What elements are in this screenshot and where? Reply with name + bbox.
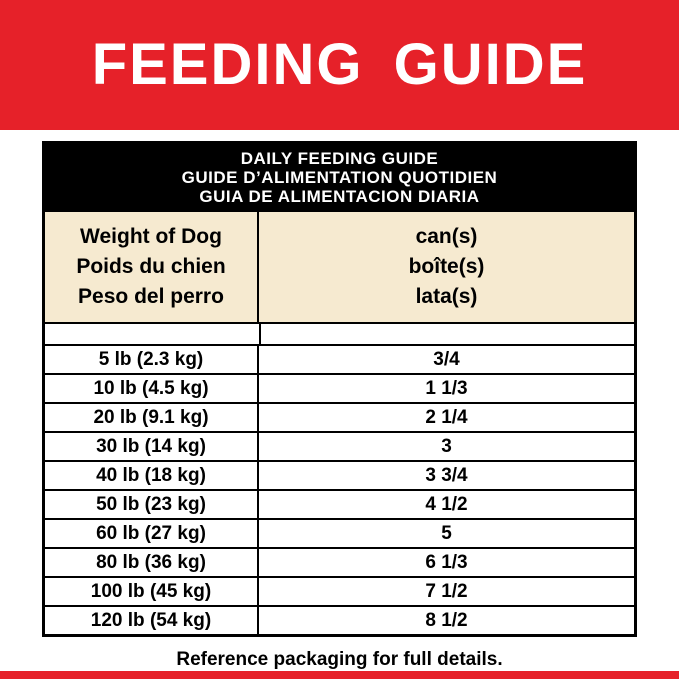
- weight-cell: 5 lb (2.3 kg): [45, 346, 259, 373]
- table-row: 20 lb (9.1 kg) 2 1/4: [45, 402, 634, 431]
- cans-cell: 3: [441, 435, 452, 457]
- weight-header-fr: Poids du chien: [76, 255, 226, 278]
- cans-cell: 3 3/4: [425, 464, 468, 486]
- footer-band: [0, 671, 679, 679]
- table-title-fr: GUIDE D’ALIMENTATION QUOTIDIEN: [181, 168, 498, 187]
- column-header-row: Weight of Dog Poids du chien Peso del pe…: [45, 212, 634, 324]
- table-title-es: GUIA DE ALIMENTACION DIARIA: [199, 187, 480, 206]
- weight-cell: 120 lb (54 kg): [45, 607, 259, 634]
- table-row: 80 lb (36 kg) 6 1/3: [45, 547, 634, 576]
- table-row: 30 lb (14 kg) 3: [45, 431, 634, 460]
- weight-cell: 30 lb (14 kg): [45, 433, 259, 460]
- table-row: 5 lb (2.3 kg) 3/4: [45, 344, 634, 373]
- table-row: 50 lb (23 kg) 4 1/2: [45, 489, 634, 518]
- page-title: FEEDING GUIDE: [91, 32, 588, 97]
- header-band: FEEDING GUIDE: [0, 0, 679, 130]
- feeding-table: DAILY FEEDING GUIDE GUIDE D’ALIMENTATION…: [42, 141, 637, 637]
- spacer-left-cell: [45, 324, 261, 344]
- spacer-right-cell: [261, 324, 634, 344]
- weight-header-en: Weight of Dog: [80, 225, 222, 248]
- cans-header-en: can(s): [415, 225, 478, 248]
- weight-cell: 80 lb (36 kg): [45, 549, 259, 576]
- cans-header-fr: boîte(s): [408, 255, 485, 278]
- table-title-en: DAILY FEEDING GUIDE: [240, 149, 439, 168]
- cans-cell: 5: [441, 522, 452, 544]
- cans-cell: 7 1/2: [425, 580, 468, 602]
- table-row: 120 lb (54 kg) 8 1/2: [45, 605, 634, 634]
- weight-cell: 100 lb (45 kg): [45, 578, 259, 605]
- cans-cell: 1 1/3: [425, 377, 468, 399]
- weight-cell: 20 lb (9.1 kg): [45, 404, 259, 431]
- cans-cell: 3/4: [433, 348, 460, 370]
- cans-cell: 4 1/2: [425, 493, 468, 515]
- weight-header-es: Peso del perro: [78, 285, 224, 308]
- cans-cell: 6 1/3: [425, 551, 468, 573]
- table-row: 40 lb (18 kg) 3 3/4: [45, 460, 634, 489]
- cans-column-header: can(s) boîte(s) lata(s): [259, 212, 634, 322]
- weight-cell: 10 lb (4.5 kg): [45, 375, 259, 402]
- cans-cell: 2 1/4: [425, 406, 468, 428]
- weight-cell: 40 lb (18 kg): [45, 462, 259, 489]
- weight-cell: 60 lb (27 kg): [45, 520, 259, 547]
- footer-note: Reference packaging for full details.: [176, 649, 503, 670]
- spacer-row: [45, 324, 634, 344]
- table-title: DAILY FEEDING GUIDE GUIDE D’ALIMENTATION…: [45, 144, 634, 212]
- content-area: DAILY FEEDING GUIDE GUIDE D’ALIMENTATION…: [0, 130, 679, 671]
- cans-header-es: lata(s): [415, 285, 478, 308]
- table-row: 60 lb (27 kg) 5: [45, 518, 634, 547]
- table-row: 10 lb (4.5 kg) 1 1/3: [45, 373, 634, 402]
- weight-column-header: Weight of Dog Poids du chien Peso del pe…: [45, 212, 259, 322]
- table-row: 100 lb (45 kg) 7 1/2: [45, 576, 634, 605]
- weight-cell: 50 lb (23 kg): [45, 491, 259, 518]
- cans-cell: 8 1/2: [425, 609, 468, 631]
